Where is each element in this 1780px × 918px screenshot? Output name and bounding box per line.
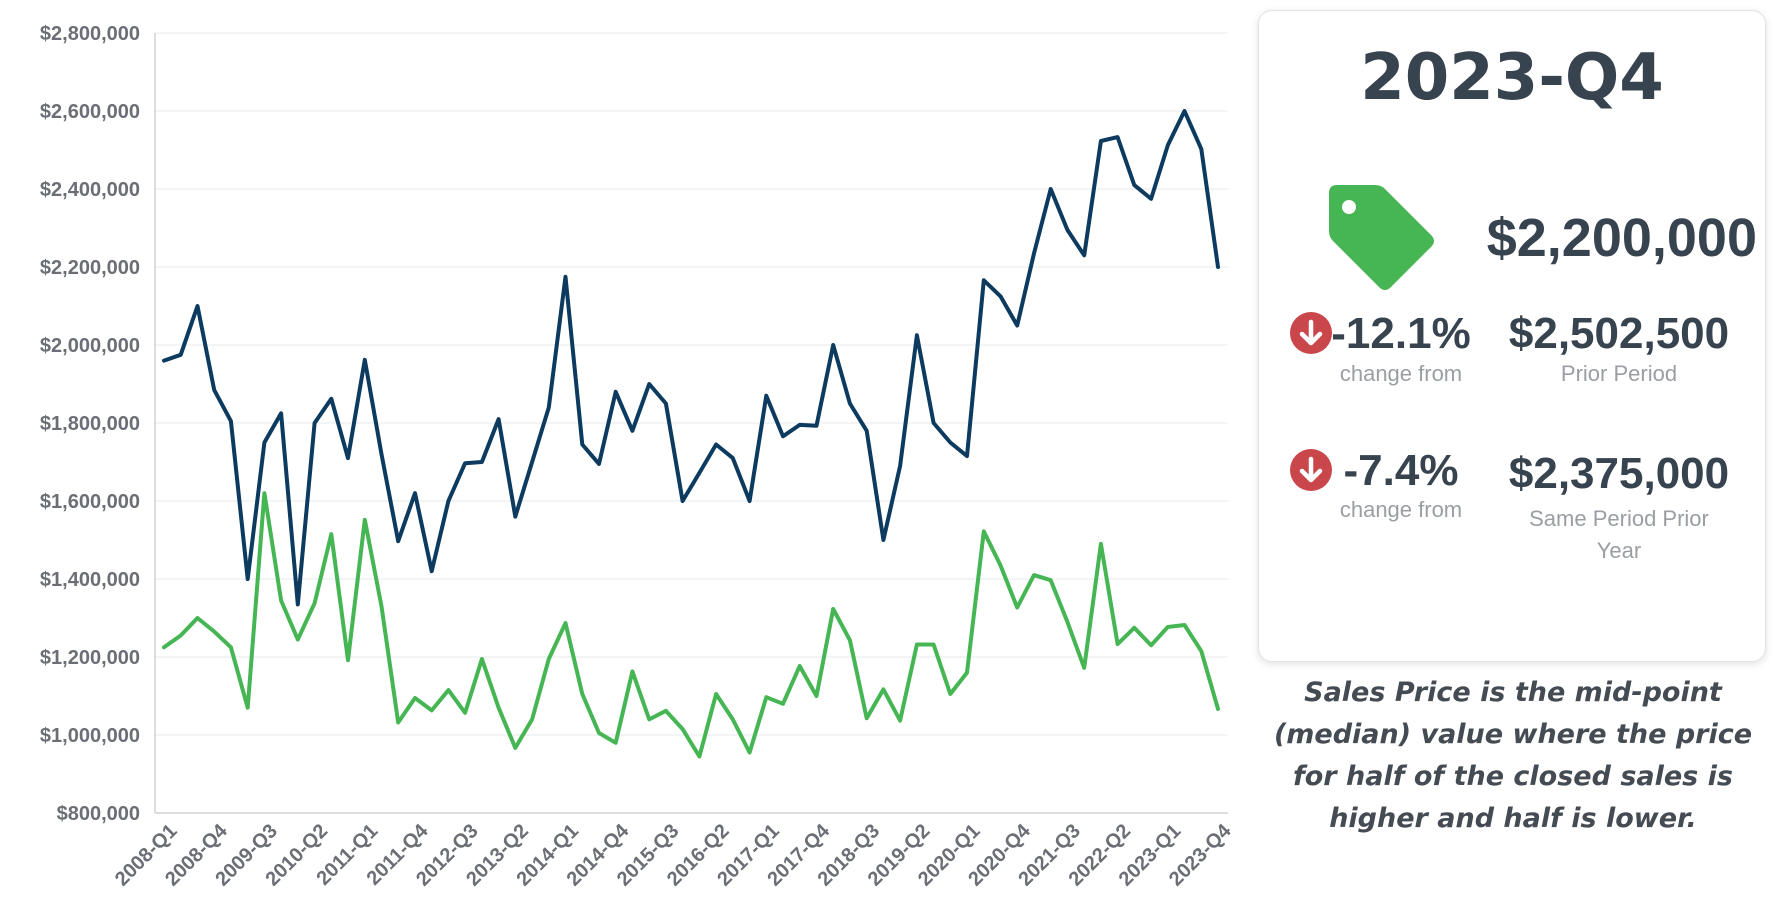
change-prior-year-pct: -7.4% (1343, 446, 1459, 495)
change-prior-year-label: change from (1339, 497, 1463, 522)
prior-period-label: Prior Period (1560, 361, 1678, 386)
line-chart: $2,800,000 $2,600,000 $2,400,000 $2,200,000… (40, 23, 1236, 891)
x-axis: 2008-Q12008-Q42009-Q32010-Q22011-Q12011-… (111, 819, 1236, 890)
summary-card: 2023-Q4 $2,200,000 -12.1% change from $2… (1258, 10, 1766, 662)
y-tick-label: $1,000,000 (40, 725, 140, 747)
y-tick-label: $1,600,000 (40, 491, 140, 513)
sales-price-value: $2,200,000 (1486, 208, 1757, 268)
y-tick-label: $2,400,000 (40, 179, 140, 201)
prior-year-amount: $2,375,000 (1508, 449, 1730, 498)
period-title: 2023-Q4 (1360, 41, 1664, 115)
footnote: Sales Price is the mid-point (median) va… (1273, 677, 1753, 834)
arrow-down-icon (1290, 449, 1332, 491)
series-lines (162, 109, 1220, 759)
change-prior-period-pct: -12.1% (1331, 309, 1471, 358)
series-line-comparison (162, 491, 1220, 759)
y-tick-label: $2,800,000 (40, 23, 140, 45)
change-prior-period-label: change from (1339, 361, 1463, 386)
y-tick-label: $1,200,000 (40, 647, 140, 669)
prior-year-label: Same Period Prior Year (1529, 506, 1709, 563)
y-tick-label: $1,800,000 (40, 413, 140, 435)
y-tick-label: $800,000 (57, 803, 140, 825)
arrow-down-icon (1290, 312, 1332, 354)
prior-period-amount: $2,502,500 (1508, 309, 1730, 358)
price-tag-icon (1329, 185, 1434, 290)
y-axis: $2,800,000 $2,600,000 $2,400,000 $2,200,000… (40, 23, 140, 825)
series-line-sales-price (162, 109, 1220, 607)
y-tick-label: $1,400,000 (40, 569, 140, 591)
y-tick-label: $2,200,000 (40, 257, 140, 279)
gridlines (154, 32, 1228, 814)
y-tick-label: $2,000,000 (40, 335, 140, 357)
y-tick-label: $2,600,000 (40, 101, 140, 123)
